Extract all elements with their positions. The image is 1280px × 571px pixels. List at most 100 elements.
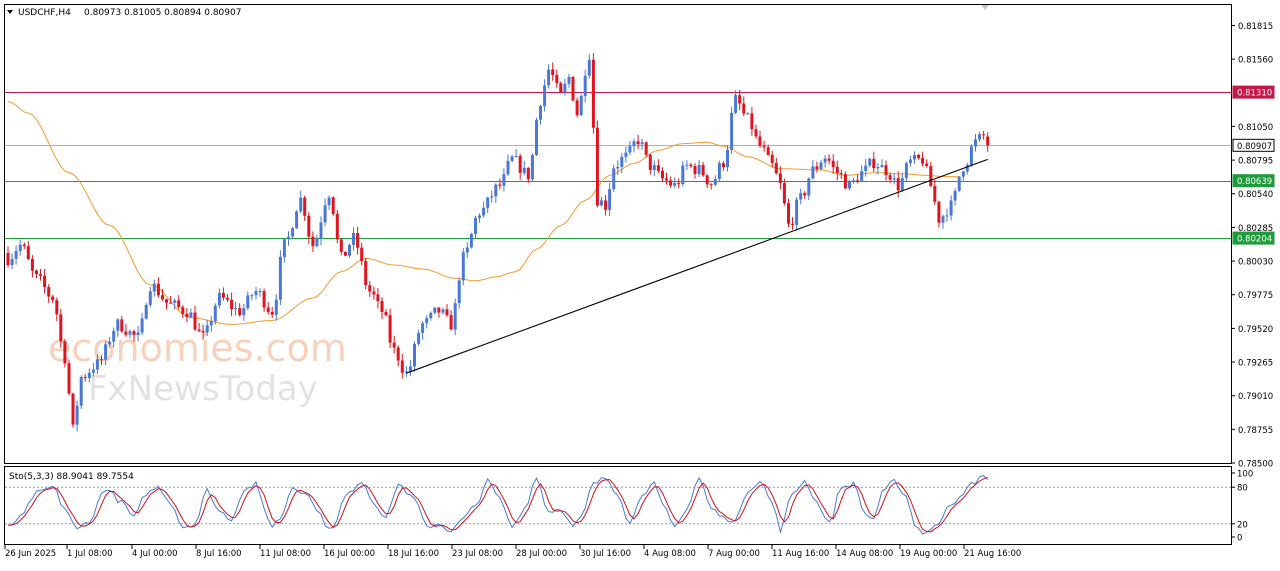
candle-body — [502, 174, 506, 186]
candle-body — [453, 303, 457, 330]
time-tick-label: 11 Jul 08:00 — [260, 549, 311, 559]
candle-body — [787, 203, 790, 224]
time-tick-label: 16 Jul 00:00 — [324, 549, 375, 559]
stochastic-tick-label: 100 — [1237, 470, 1253, 480]
candle-body — [852, 180, 855, 182]
time-tick-label: 19 Aug 00:00 — [900, 549, 957, 559]
price-tick-label: 0.81050 — [1238, 123, 1273, 133]
candle-body — [661, 171, 664, 179]
candle-body — [518, 156, 522, 173]
candle-body — [522, 167, 526, 173]
candle-body — [441, 309, 445, 313]
candle-body — [563, 83, 567, 92]
candle-body — [262, 291, 266, 308]
candle-body — [681, 165, 685, 184]
candle-body — [872, 158, 876, 169]
candle-body — [766, 147, 770, 155]
candle-body — [506, 160, 510, 175]
candle-body — [474, 217, 477, 234]
time-tick-label: 18 Jul 16:00 — [388, 549, 439, 559]
candle-body — [896, 178, 900, 191]
trendline[interactable] — [406, 158, 988, 374]
stochastic-main-line — [7, 475, 989, 535]
candle-body — [282, 239, 286, 257]
time-tick-label: 8 Jul 16:00 — [196, 549, 242, 559]
candle-body — [311, 236, 315, 247]
candle-body — [67, 363, 71, 394]
candle-body — [152, 283, 156, 292]
candle-body — [750, 113, 754, 130]
candle-body — [388, 315, 392, 343]
candle-body — [360, 247, 364, 261]
candle-body — [791, 223, 794, 225]
chart-shift-marker-icon[interactable] — [981, 5, 989, 10]
candle-body — [445, 309, 449, 316]
time-tick-label: 28 Jul 00:00 — [516, 549, 567, 559]
candle-body — [742, 103, 746, 114]
candle-body — [941, 216, 945, 223]
price-tag-0.80907 — [1232, 138, 1275, 152]
candle-body — [335, 213, 339, 240]
candle-body — [880, 165, 884, 168]
candle-body — [35, 270, 38, 275]
candle-body — [482, 207, 486, 216]
candle-body — [913, 155, 916, 160]
candle-body — [974, 139, 977, 147]
candle-body — [303, 197, 307, 216]
price-tick-label: 0.79010 — [1238, 392, 1273, 402]
candle-body — [258, 291, 262, 293]
candle-body — [567, 77, 571, 84]
stochastic-panel-frame — [4, 466, 1232, 545]
candle-body — [132, 331, 136, 335]
dropdown-triangle-icon[interactable] — [7, 10, 13, 14]
candle-body — [213, 305, 217, 322]
candle-body — [100, 359, 103, 361]
candle-body — [652, 165, 656, 170]
candle-body — [87, 372, 91, 378]
candle-body — [270, 312, 274, 315]
time-tick-label: 4 Jul 00:00 — [132, 549, 178, 559]
candle-body — [278, 256, 282, 300]
watermark-line2: FxNewsToday — [88, 369, 318, 409]
candle-body — [876, 167, 880, 169]
candle-body — [429, 312, 433, 319]
candle-body — [315, 238, 319, 247]
watermark-line1: economies.com — [48, 326, 347, 370]
candle-body — [274, 299, 278, 315]
candle-body — [148, 291, 152, 305]
candle-body — [254, 291, 258, 296]
ascending-trendline[interactable] — [406, 158, 988, 374]
price-panel-frame — [4, 4, 1232, 464]
price-tag-label: 0.81310 — [1237, 89, 1272, 99]
candle-body — [969, 146, 973, 165]
candle-body — [352, 233, 355, 245]
horizontal-levels — [5, 92, 1231, 239]
candle-body — [39, 274, 42, 276]
candle-body — [79, 377, 83, 406]
candle-body — [437, 307, 441, 313]
candle-body — [937, 201, 941, 223]
price-tag-label: 0.80907 — [1237, 142, 1272, 152]
time-tick-label: 26 Jun 2025 — [5, 549, 56, 559]
candle-body — [221, 292, 225, 298]
time-tick-label: 7 Aug 00:00 — [708, 549, 760, 559]
candle-body — [892, 178, 896, 180]
candle-body — [717, 163, 721, 179]
candle-body — [811, 166, 815, 179]
price-tick-label: 0.79520 — [1238, 325, 1273, 335]
stochastic-lines — [5, 475, 1231, 535]
candle-body — [900, 178, 904, 191]
candle-body — [514, 156, 518, 157]
candle-body — [807, 178, 811, 196]
candle-body — [197, 329, 201, 332]
candle-body — [839, 173, 843, 175]
candle-body — [669, 180, 673, 186]
candle-body — [356, 233, 360, 248]
stochastic-tick-label: 80 — [1237, 484, 1248, 494]
candle-body — [583, 75, 587, 96]
candle-body — [978, 134, 981, 140]
candle-body — [921, 158, 925, 164]
candle-body — [226, 297, 229, 300]
time-tick-label: 14 Aug 08:00 — [836, 549, 893, 559]
